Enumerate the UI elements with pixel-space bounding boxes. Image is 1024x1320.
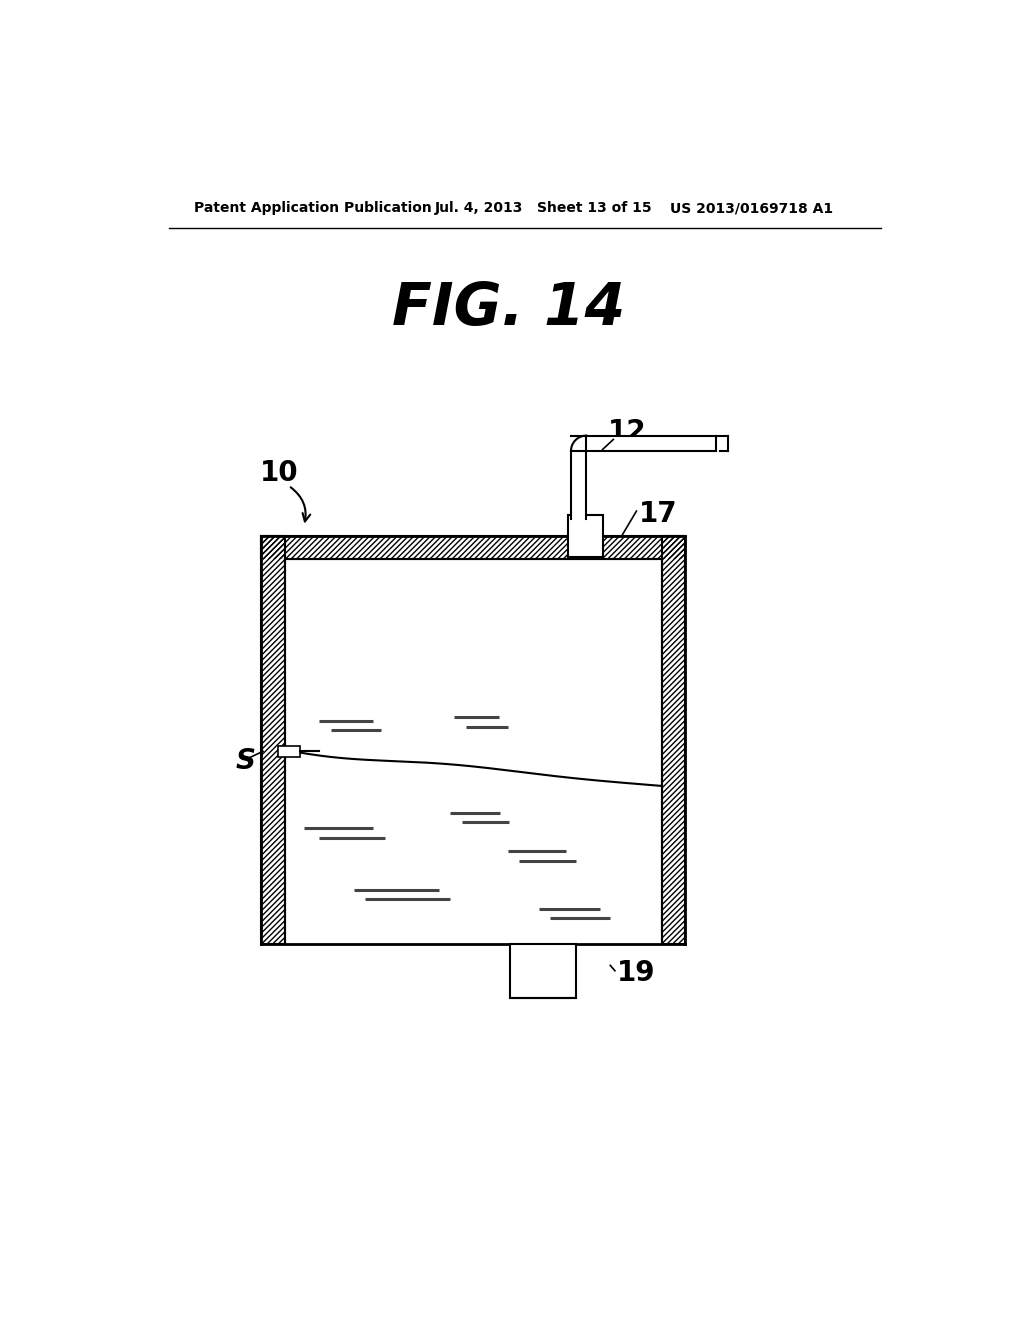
- Bar: [261, 536, 685, 558]
- Text: 10: 10: [260, 458, 299, 487]
- Text: Jul. 4, 2013   Sheet 13 of 15: Jul. 4, 2013 Sheet 13 of 15: [435, 202, 652, 215]
- Text: US 2013/0169718 A1: US 2013/0169718 A1: [670, 202, 833, 215]
- Bar: [571, 436, 587, 519]
- Bar: [285, 558, 662, 944]
- Bar: [261, 536, 285, 944]
- Bar: [261, 536, 285, 944]
- Text: Patent Application Publication: Patent Application Publication: [194, 202, 431, 215]
- Text: 19: 19: [617, 960, 655, 987]
- Bar: [662, 536, 685, 944]
- Text: 17: 17: [639, 500, 678, 528]
- Bar: [510, 944, 575, 998]
- Wedge shape: [571, 436, 587, 451]
- Bar: [568, 515, 602, 557]
- FancyArrowPatch shape: [291, 487, 310, 521]
- Bar: [279, 746, 300, 756]
- Text: 12: 12: [608, 417, 646, 446]
- Text: S: S: [236, 747, 255, 775]
- Text: FIG. 14: FIG. 14: [392, 280, 626, 337]
- Bar: [571, 436, 716, 451]
- Bar: [261, 536, 685, 558]
- Bar: [662, 536, 685, 944]
